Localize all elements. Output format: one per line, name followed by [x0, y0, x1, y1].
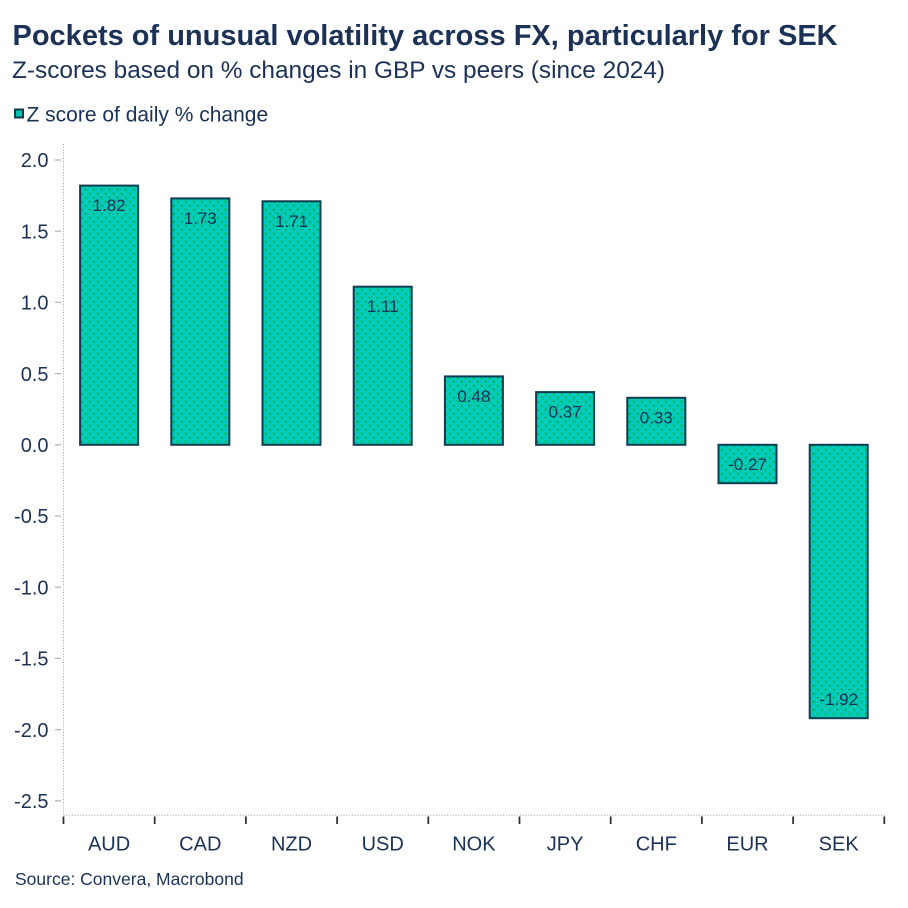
svg-text:AUD: AUD: [88, 834, 130, 856]
svg-text:-0.27: -0.27: [728, 455, 767, 474]
svg-text:0.0: 0.0: [21, 435, 49, 457]
svg-text:Z score of daily % change: Z score of daily % change: [27, 104, 269, 127]
svg-text:0.48: 0.48: [457, 387, 490, 406]
svg-text:1.82: 1.82: [93, 196, 126, 215]
svg-text:-2.5: -2.5: [14, 791, 48, 813]
svg-text:Z-scores based on % changes in: Z-scores based on % changes in GBP vs pe…: [12, 57, 665, 84]
svg-text:-1.5: -1.5: [14, 649, 48, 671]
svg-text:1.11: 1.11: [367, 297, 399, 316]
svg-text:1.5: 1.5: [21, 221, 49, 243]
svg-text:SEK: SEK: [819, 834, 860, 856]
svg-text:USD: USD: [362, 834, 404, 856]
svg-text:-0.5: -0.5: [14, 506, 48, 528]
svg-text:-1.92: -1.92: [819, 690, 858, 709]
svg-text:NZD: NZD: [271, 834, 312, 856]
svg-text:1.0: 1.0: [21, 293, 49, 315]
svg-text:0.5: 0.5: [21, 364, 49, 386]
svg-text:-2.0: -2.0: [14, 720, 48, 742]
svg-text:CAD: CAD: [179, 834, 221, 856]
svg-text:NOK: NOK: [452, 834, 496, 856]
svg-text:JPY: JPY: [547, 834, 584, 856]
svg-text:1.71: 1.71: [275, 212, 308, 231]
svg-text:-1.0: -1.0: [14, 577, 48, 599]
svg-text:CHF: CHF: [636, 834, 677, 856]
svg-text:Pockets of unusual volatility: Pockets of unusual volatility across FX,…: [13, 20, 838, 52]
svg-text:EUR: EUR: [726, 834, 768, 856]
svg-text:Source: Convera, Macrobond: Source: Convera, Macrobond: [15, 869, 244, 889]
svg-text:0.33: 0.33: [640, 408, 673, 427]
svg-text:0.37: 0.37: [549, 403, 582, 422]
svg-text:2.0: 2.0: [21, 150, 49, 172]
svg-text:1.73: 1.73: [184, 209, 217, 228]
